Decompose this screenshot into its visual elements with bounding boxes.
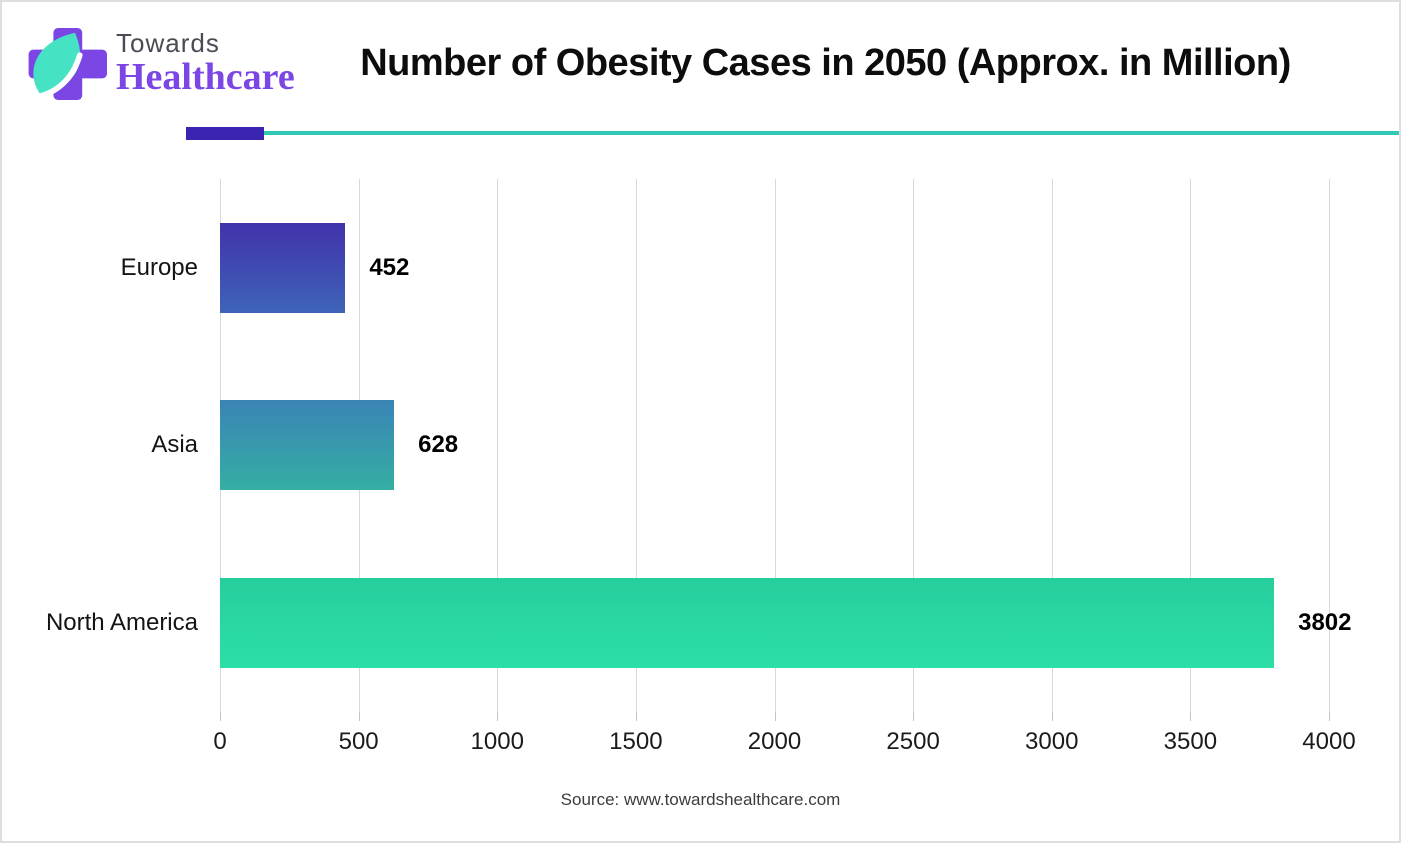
axis-tick (358, 712, 360, 721)
axis-tick (497, 712, 499, 721)
axis-tick (1051, 712, 1053, 721)
value-label-asia: 628 (418, 431, 459, 459)
value-label-north-america: 3802 (1298, 609, 1352, 637)
x-axis-tick-label: 1000 (470, 728, 524, 755)
gridline (1190, 179, 1192, 712)
category-label-north-america: North America (45, 609, 198, 637)
x-axis-tick-label: 1500 (609, 728, 663, 755)
x-axis-tick-label: 500 (338, 728, 379, 755)
gridline (1051, 179, 1053, 712)
plot-area: 0 500 1000 1500 2000 2500 3000 3500 4000 Europe 45… (46, 179, 1356, 755)
x-axis-tick-label: 3500 (1163, 728, 1218, 755)
x-axis-tick-label: 4000 (1302, 728, 1356, 755)
x-axis-tick-label: 2500 (886, 728, 940, 755)
bar-row: Europe 452 (121, 179, 1329, 357)
gridline (497, 179, 499, 712)
divider-line (264, 131, 1399, 135)
x-axis-tick-label: 2000 (747, 728, 802, 755)
divider-accent-bar (186, 127, 264, 140)
bar-north-america (220, 578, 1275, 669)
value-label-europe: 452 (369, 253, 410, 281)
source-attribution: Source: www.towardshealthcare.com (560, 790, 841, 809)
category-label-asia: Asia (151, 431, 198, 459)
bar-europe (220, 222, 346, 313)
gridline (1329, 179, 1330, 712)
brand-name-healthcare: Healthcare (116, 56, 295, 99)
bar-row: North America 3802 (46, 534, 1351, 712)
axis-tick (220, 712, 221, 721)
axis-tick (1329, 712, 1330, 721)
healthcare-cross-leaf-icon (28, 28, 108, 100)
gridline (635, 179, 637, 712)
axis-tick (774, 712, 776, 721)
bar-row: Asia 628 (151, 357, 1329, 535)
brand-wordmark: Towards Healthcare (116, 28, 295, 96)
axis-tick (913, 712, 915, 721)
chart-title: Number of Obesity Cases in 2050 (Approx.… (360, 42, 1291, 84)
x-axis-tick-label: 0 (213, 728, 227, 755)
gridline (774, 179, 776, 712)
x-axis-tick-label: 3000 (1025, 728, 1079, 755)
axis-tick (1190, 712, 1192, 721)
gridline (913, 179, 915, 712)
bar-asia (220, 400, 395, 491)
axis-tick (635, 712, 637, 721)
brand-name-towards: Towards (116, 28, 220, 58)
category-label-europe: Europe (120, 253, 198, 281)
brand-logo: Towards Healthcare (26, 28, 295, 100)
